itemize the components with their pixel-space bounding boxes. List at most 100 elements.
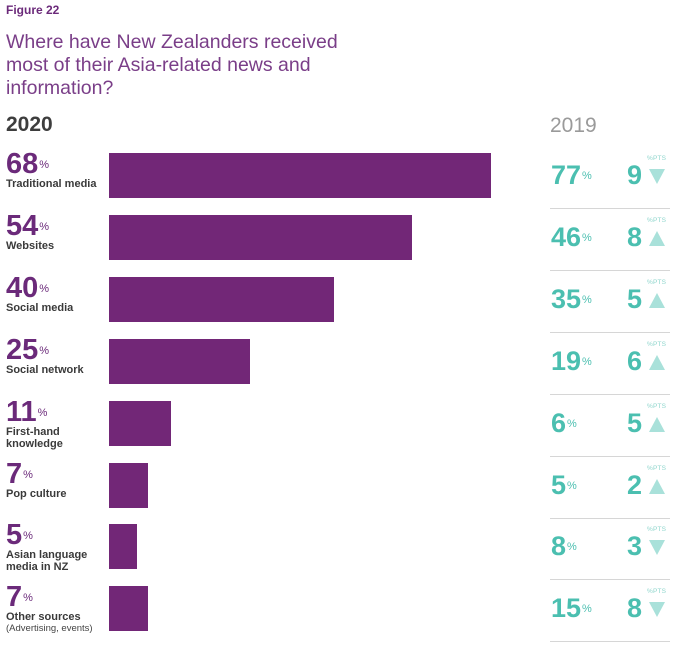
value-unit: % bbox=[39, 159, 50, 171]
previous-value-number: 77 bbox=[551, 160, 582, 190]
category-label: Social network bbox=[6, 364, 106, 376]
value-number: 68 bbox=[6, 148, 39, 180]
previous-value-number: 35 bbox=[551, 283, 582, 314]
chart-row: 40% Social media 35% 5 %PTS bbox=[0, 273, 699, 333]
change-unit: %PTS bbox=[647, 464, 667, 472]
previous-value-label: 77% bbox=[551, 161, 592, 189]
value-number: 40 bbox=[6, 271, 39, 304]
category-text: Pop culture bbox=[6, 487, 67, 500]
value-label: 7% bbox=[6, 459, 33, 489]
previous-value-unit: % bbox=[582, 603, 592, 616]
value-number: 7 bbox=[6, 581, 23, 614]
previous-value-unit: % bbox=[567, 479, 577, 492]
category-sublabel: (Advertising, events) bbox=[6, 623, 93, 635]
previous-value-number: 5 bbox=[551, 469, 567, 500]
previous-year-label: 2019 bbox=[550, 114, 597, 137]
chart-row: 54% Websites 46% 8 %PTS bbox=[0, 211, 699, 271]
chart-title: Where have New Zealanders received most … bbox=[6, 31, 338, 99]
row-divider bbox=[550, 269, 670, 271]
previous-value-number: 46 bbox=[551, 221, 582, 252]
arrow-down-icon bbox=[649, 540, 665, 556]
bar bbox=[109, 462, 149, 508]
value-label: 25% bbox=[6, 335, 49, 365]
category-label: Social media bbox=[6, 302, 106, 314]
change-unit: %PTS bbox=[647, 402, 667, 410]
previous-value-label: 46% bbox=[551, 223, 592, 251]
change-value: 8 bbox=[627, 221, 643, 252]
value-unit: % bbox=[39, 220, 50, 233]
bar bbox=[109, 400, 171, 446]
value-number: 11 bbox=[6, 395, 37, 428]
chart-row: 68% Traditional media 77% 9 %PTS bbox=[0, 149, 699, 209]
previous-value-number: 6 bbox=[551, 407, 567, 438]
value-number: 7 bbox=[6, 457, 23, 490]
previous-value-label: 19% bbox=[551, 347, 592, 375]
value-label: 11% bbox=[6, 397, 47, 427]
figure-label: Figure 22 bbox=[6, 3, 60, 17]
category-text: First-hand knowledge bbox=[6, 425, 63, 450]
change-unit: %PTS bbox=[647, 155, 667, 162]
change-value: 3 bbox=[627, 531, 643, 562]
value-label: 54% bbox=[6, 211, 49, 241]
change-unit: %PTS bbox=[647, 526, 667, 534]
previous-value-label: 35% bbox=[551, 285, 592, 313]
chart-row: 7% Other sources (Advertising, events) 15% 8… bbox=[0, 582, 699, 643]
value-label: 5% bbox=[6, 520, 33, 550]
row-divider bbox=[550, 331, 670, 333]
value-unit: % bbox=[23, 530, 33, 543]
previous-value-label: 5% bbox=[551, 471, 577, 499]
category-label: Other sources (Advertising, events) bbox=[6, 611, 106, 635]
row-divider bbox=[550, 208, 670, 209]
value-unit: % bbox=[39, 344, 50, 357]
change-unit: %PTS bbox=[647, 278, 667, 286]
change-value: 9 bbox=[627, 160, 643, 190]
change-unit: %PTS bbox=[647, 340, 667, 348]
category-text: Social media bbox=[6, 301, 74, 314]
category-text: Other sources bbox=[6, 611, 81, 624]
bar bbox=[109, 276, 334, 322]
value-unit: % bbox=[23, 592, 33, 605]
row-divider bbox=[550, 393, 670, 395]
category-text: Websites bbox=[6, 239, 55, 252]
bar bbox=[109, 153, 492, 198]
arrow-down-icon bbox=[649, 169, 665, 184]
change-unit: %PTS bbox=[647, 216, 667, 224]
change-value: 2 bbox=[627, 469, 643, 500]
arrow-down-icon bbox=[649, 602, 665, 618]
bar bbox=[109, 524, 138, 570]
category-label: Asian language media in NZ bbox=[6, 549, 106, 573]
category-text: Social network bbox=[6, 363, 84, 376]
value-label: 7% bbox=[6, 582, 33, 612]
category-text: Traditional media bbox=[6, 178, 97, 190]
category-text: Asian language media in NZ bbox=[6, 549, 88, 574]
current-year-label: 2020 bbox=[6, 113, 53, 136]
bar bbox=[109, 338, 250, 384]
category-label: Traditional media bbox=[6, 178, 106, 190]
previous-value-unit: % bbox=[582, 355, 592, 368]
row-divider bbox=[550, 641, 670, 643]
category-label: First-hand knowledge bbox=[6, 426, 106, 450]
change-value: 5 bbox=[627, 407, 643, 438]
chart-row: 25% Social network 19% 6 %PTS bbox=[0, 335, 699, 395]
value-unit: % bbox=[39, 282, 50, 295]
value-unit: % bbox=[37, 406, 48, 419]
previous-value-unit: % bbox=[582, 231, 592, 244]
previous-value-number: 15 bbox=[551, 593, 582, 624]
value-unit: % bbox=[23, 468, 33, 481]
row-divider bbox=[550, 579, 670, 581]
change-unit: %PTS bbox=[647, 588, 667, 596]
bar bbox=[109, 586, 149, 632]
arrow-up-icon bbox=[649, 478, 665, 494]
previous-value-label: 8% bbox=[551, 532, 577, 560]
chart-row: 7% Pop culture 5% 2 %PTS bbox=[0, 459, 699, 519]
chart-row: 11% First-hand knowledge 6% 5 %PTS bbox=[0, 397, 699, 457]
category-label: Pop culture bbox=[6, 488, 106, 500]
row-divider bbox=[550, 517, 670, 519]
arrow-up-icon bbox=[649, 416, 665, 432]
previous-value-label: 6% bbox=[551, 409, 577, 437]
value-label: 40% bbox=[6, 273, 49, 303]
arrow-up-icon bbox=[649, 230, 665, 246]
value-label: 68% bbox=[6, 149, 49, 179]
value-number: 25 bbox=[6, 333, 39, 366]
